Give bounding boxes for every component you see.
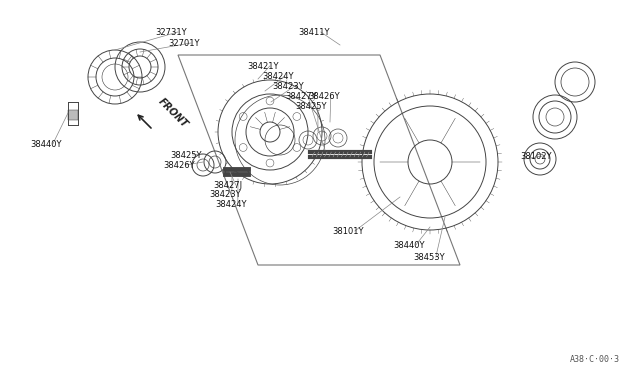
Text: 38102Y: 38102Y <box>520 152 552 161</box>
Text: 38427Y: 38427Y <box>285 92 317 101</box>
Text: 38423Y: 38423Y <box>272 82 303 91</box>
Text: 38426Y: 38426Y <box>308 92 340 101</box>
Text: 38424Y: 38424Y <box>215 200 246 209</box>
Text: A38·C·00·3: A38·C·00·3 <box>570 355 620 364</box>
Text: 38453Y: 38453Y <box>413 253 445 262</box>
Text: 38411Y: 38411Y <box>298 28 330 37</box>
Text: 38101Y: 38101Y <box>332 227 364 236</box>
Text: 38421Y: 38421Y <box>247 62 278 71</box>
Text: 38424Y: 38424Y <box>262 72 294 81</box>
Text: FRONT: FRONT <box>156 97 189 130</box>
Text: 38426Y: 38426Y <box>163 161 195 170</box>
Text: 32731Y: 32731Y <box>155 28 187 37</box>
Text: 38440Y: 38440Y <box>393 241 424 250</box>
Bar <box>68 110 78 120</box>
Text: 38423Y: 38423Y <box>209 190 241 199</box>
Text: 38427J: 38427J <box>213 181 242 190</box>
Text: 38425Y: 38425Y <box>170 151 202 160</box>
Text: 32701Y: 32701Y <box>168 39 200 48</box>
Text: 38440Y: 38440Y <box>30 140 61 149</box>
Text: 38425Y: 38425Y <box>295 102 326 111</box>
